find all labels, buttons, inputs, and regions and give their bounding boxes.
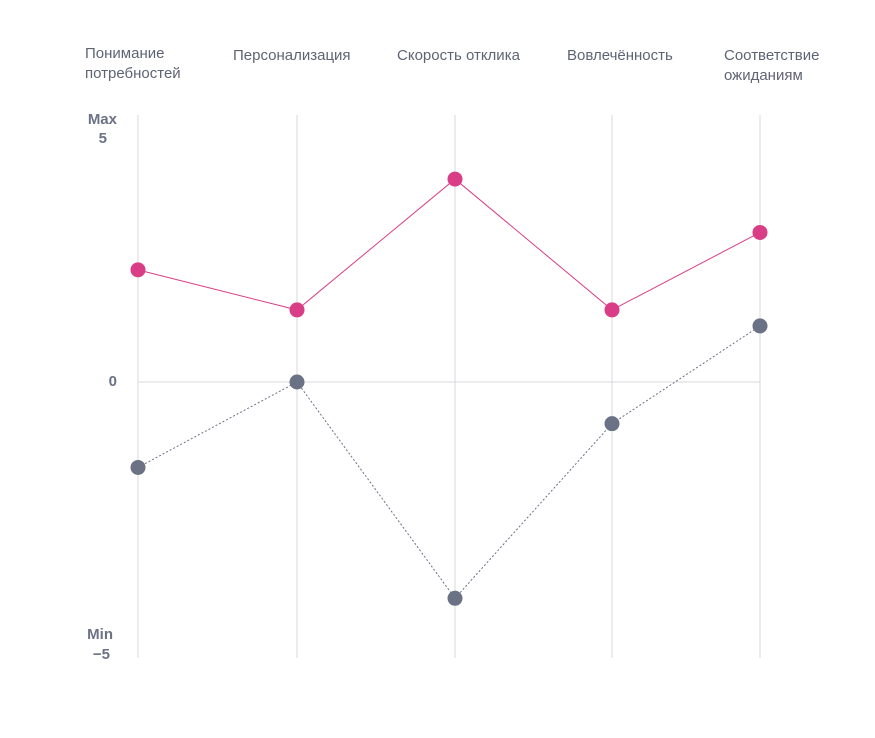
data-point-1 — [130, 459, 146, 475]
data-point-0 — [130, 262, 146, 278]
category-label: Персонализация — [233, 47, 351, 64]
data-point-1 — [289, 374, 305, 390]
category-label: Скорость отклика — [397, 47, 520, 64]
data-point-1 — [604, 416, 620, 432]
category-label: Вовлечённость — [567, 47, 673, 64]
data-point-1 — [447, 590, 463, 606]
category-label: Соответствие ожиданиям — [724, 47, 820, 84]
y-min-label: Min — [87, 626, 113, 643]
y-zero-label: 0 — [108, 373, 117, 390]
y-max-value: 5 — [98, 130, 107, 147]
data-point-1 — [752, 318, 768, 334]
series-line-0 — [137, 178, 761, 311]
data-point-0 — [604, 302, 620, 318]
data-point-0 — [447, 171, 463, 187]
y-min-value: −5 — [92, 646, 110, 663]
y-max-label: Max — [87, 111, 117, 128]
series-line-1 — [137, 325, 761, 600]
data-point-0 — [289, 302, 305, 318]
category-label: Понимание потребностей — [85, 45, 181, 82]
data-point-0 — [752, 224, 768, 240]
